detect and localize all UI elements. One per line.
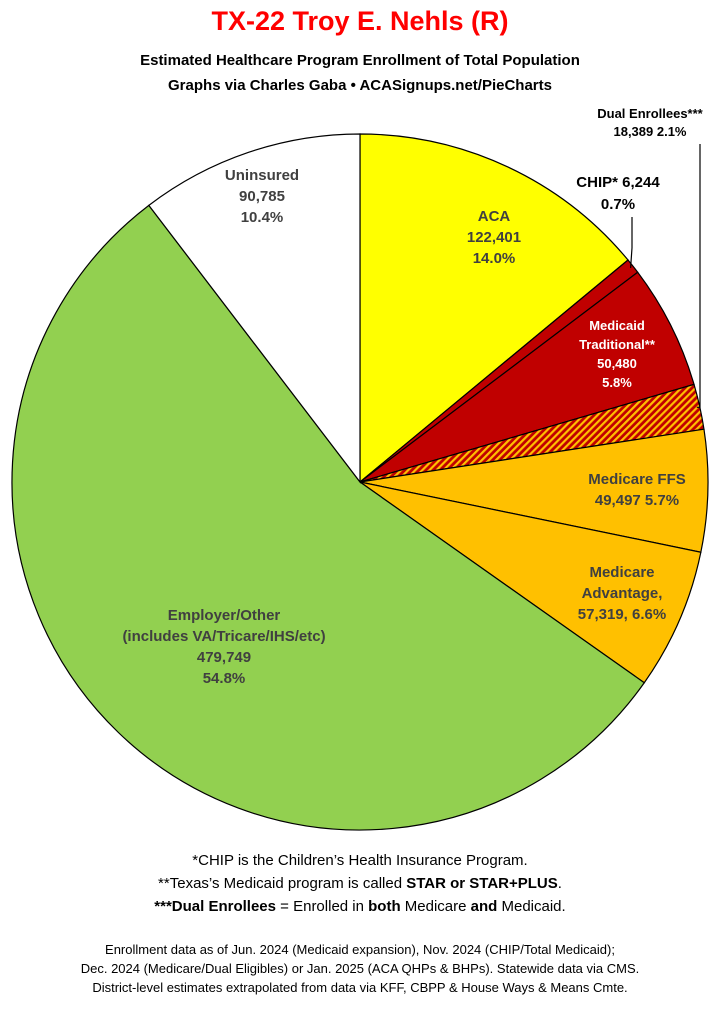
slice-label-line: 479,749 (197, 649, 251, 666)
slice-label-line: 5.8% (602, 375, 632, 390)
slice-labels: ACA 122,401 14.0% CHIP* 6,244 0.7% Medicaid Tr… (122, 106, 703, 687)
dual-footnote-bold1: ***Dual Enrollees (154, 898, 276, 915)
dual-footnote-bold3: and (470, 898, 498, 915)
slice-label-line: ACA (478, 208, 511, 225)
slice-label-uninsured: Uninsured 90,785 10.4% (225, 167, 299, 226)
medicaid-footnote: **Texas’s Medicaid program is called STA… (0, 875, 720, 892)
pie-slice-employer (11, 204, 646, 831)
slice-label-line: 90,785 (239, 188, 285, 205)
slice-label-line: 122,401 (467, 229, 521, 246)
pie-slices (11, 133, 709, 831)
slice-label-line: 49,497 5.7% (595, 492, 679, 509)
dual-footnote-bold2: both (368, 898, 401, 915)
slice-label-line: 0.7% (601, 196, 635, 213)
slice-label-chip: CHIP* 6,244 0.7% (576, 174, 660, 213)
pie-slice-aca (359, 133, 629, 484)
slice-label-line: Employer/Other (168, 607, 281, 624)
chart-subtitle: Estimated Healthcare Program Enrollment … (140, 52, 580, 69)
dual-footnote: ***Dual Enrollees = Enrolled in both Med… (0, 898, 720, 915)
leader-lines (630, 144, 701, 408)
slice-label-line: Traditional** (579, 337, 656, 352)
pie-slice-medicaid (359, 271, 695, 483)
slice-label-medicare-ffs: Medicare FFS 49,497 5.7% (588, 471, 686, 509)
chip-footnote: *CHIP is the Children’s Health Insurance… (192, 852, 528, 869)
slice-label-dual: Dual Enrollees*** 18,389 2.1% (597, 106, 703, 139)
medicaid-footnote-suffix: . (557, 875, 562, 892)
source-line-1: Enrollment data as of Jun. 2024 (Medicai… (105, 942, 615, 957)
slice-label-line: CHIP* 6,244 (576, 174, 660, 191)
slice-label-line: Uninsured (225, 167, 299, 184)
pie-chart: ACA 122,401 14.0% CHIP* 6,244 0.7% Medicaid Tr… (11, 106, 709, 831)
dual-footnote-mid1: = Enrolled in (276, 898, 369, 915)
slice-label-line: 50,480 (597, 356, 637, 371)
slice-label-line: 57,319, 6.6% (578, 606, 666, 623)
dual-footnote-suffix: Medicaid. (497, 898, 566, 915)
slice-label-line: Medicaid (589, 318, 645, 333)
slice-label-line: Advantage, (582, 585, 663, 602)
slice-label-line: Medicare FFS (588, 471, 686, 488)
slice-label-line: Dual Enrollees*** (597, 106, 703, 121)
slice-label-employer: Employer/Other (includes VA/Tricare/IHS/e… (122, 607, 325, 687)
leader-line-dual (696, 144, 701, 408)
slice-label-line: 18,389 2.1% (613, 124, 686, 139)
medicaid-footnote-bold: STAR or STAR+PLUS (406, 875, 558, 892)
slice-label-medicaid: Medicaid Traditional** 50,480 5.8% (579, 318, 656, 390)
slice-label-line: 10.4% (241, 209, 284, 226)
chart-title: TX-22 Troy E. Nehls (R) (211, 6, 509, 36)
slice-label-line: Medicare (589, 564, 654, 581)
leader-line-chip (630, 217, 633, 268)
slice-label-line: 14.0% (473, 250, 516, 267)
slice-label-line: (includes VA/Tricare/IHS/etc) (122, 628, 325, 645)
source-line-3: District-level estimates extrapolated fr… (92, 980, 628, 995)
source-line-2: Dec. 2024 (Medicare/Dual Eligibles) or J… (80, 961, 640, 976)
slice-label-line: 54.8% (203, 670, 246, 687)
medicaid-footnote-prefix: **Texas’s Medicaid program is called (158, 875, 407, 892)
slice-label-aca: ACA 122,401 14.0% (467, 208, 521, 267)
pie-slice-uninsured (147, 133, 361, 484)
dual-footnote-mid2: Medicare (400, 898, 471, 915)
pie-slice-medicare-adv (359, 481, 702, 684)
slice-label-medicare-adv: Medicare Advantage, 57,319, 6.6% (578, 564, 666, 623)
chart-credit: Graphs via Charles Gaba • ACASignups.net… (168, 77, 552, 94)
